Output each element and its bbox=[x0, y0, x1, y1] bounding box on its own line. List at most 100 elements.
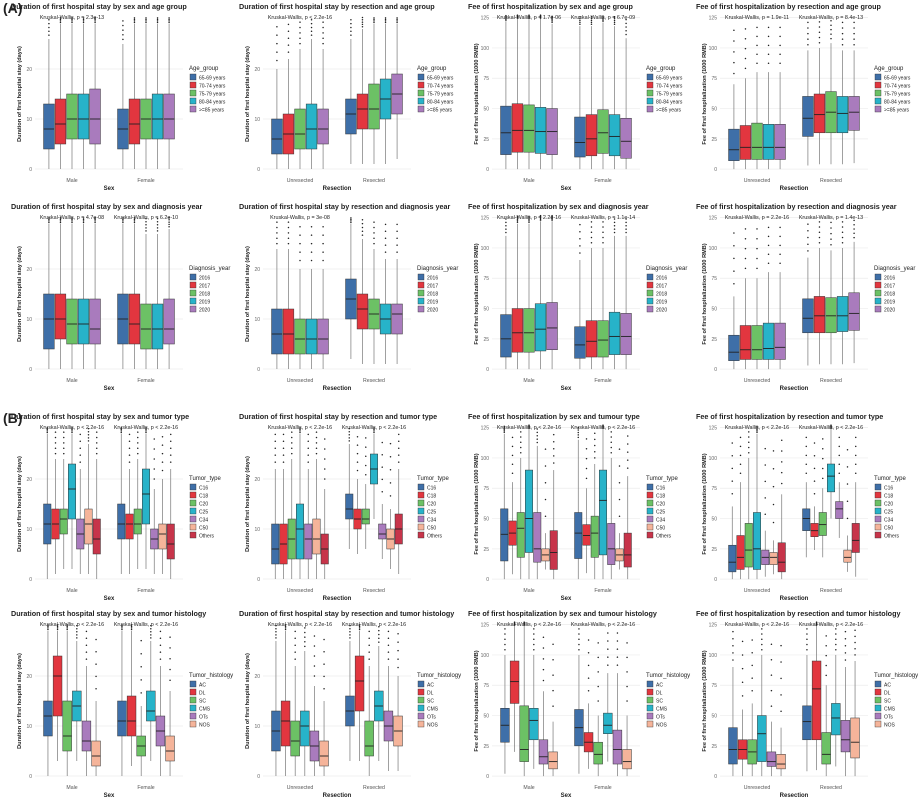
legend-label: C18 bbox=[199, 494, 208, 500]
box bbox=[836, 296, 849, 332]
outlier-point bbox=[825, 654, 827, 657]
box bbox=[751, 325, 763, 360]
outlier-point bbox=[378, 626, 380, 628]
outlier-point bbox=[156, 20, 159, 22]
legend-label: NOS bbox=[427, 723, 439, 729]
box bbox=[607, 523, 616, 565]
legend-swatch bbox=[417, 281, 425, 289]
outlier-point bbox=[767, 62, 770, 64]
outlier-point bbox=[373, 226, 375, 229]
outlier-point bbox=[284, 628, 287, 631]
outlier-point bbox=[323, 663, 325, 665]
outlier-point bbox=[830, 424, 832, 426]
legend-label: >=85 years bbox=[884, 108, 910, 114]
outlier-point bbox=[156, 224, 159, 226]
legend-swatch bbox=[189, 523, 197, 531]
y-axis-label: Duration of first hospital stay (days) bbox=[245, 46, 251, 142]
outlier-point bbox=[275, 624, 277, 627]
legend-swatch bbox=[417, 289, 425, 297]
outlier-point bbox=[579, 238, 581, 240]
outlier-point bbox=[307, 447, 309, 449]
outlier-point bbox=[806, 648, 808, 651]
y-tick-label: 0 bbox=[486, 167, 489, 173]
outlier-point bbox=[818, 231, 821, 234]
y-tick-label: 10 bbox=[26, 117, 32, 123]
outlier-point bbox=[150, 627, 152, 630]
outlier-point bbox=[613, 224, 616, 227]
outlier-point bbox=[284, 624, 287, 626]
y-tick-label: 20 bbox=[254, 267, 260, 273]
panel-label-b: (B) bbox=[3, 410, 22, 426]
legend-label: C34 bbox=[427, 518, 436, 524]
kruskal-wallis-annotation: Kruskal-Wallis, p < 2.2e-16 bbox=[342, 622, 406, 628]
outlier-point bbox=[539, 14, 542, 16]
outlier-point bbox=[389, 482, 392, 484]
outlier-point bbox=[133, 17, 136, 19]
outlier-point bbox=[168, 223, 170, 226]
outlier-point bbox=[616, 640, 619, 642]
outlier-point bbox=[626, 467, 629, 469]
legend-title: Tumor_histology bbox=[417, 673, 461, 679]
outlier-point bbox=[756, 425, 758, 427]
outlier-point bbox=[350, 26, 352, 29]
box bbox=[296, 503, 304, 560]
outlier-point bbox=[590, 241, 593, 244]
outlier-point bbox=[378, 629, 380, 632]
outlier-point bbox=[513, 621, 516, 623]
outlier-point bbox=[761, 633, 763, 635]
outlier-point bbox=[315, 431, 318, 433]
outlier-point bbox=[310, 22, 313, 25]
box bbox=[77, 298, 90, 345]
outlier-point bbox=[82, 218, 85, 221]
chart-panel: Fee of first hospitalization by sex and … bbox=[468, 2, 683, 192]
y-axis-label: Fee of first hospitalization (1000 RMB) bbox=[474, 650, 480, 751]
box bbox=[802, 298, 814, 334]
legend-label: SC bbox=[884, 699, 891, 705]
legend-swatch bbox=[646, 704, 654, 712]
outlier-point bbox=[396, 237, 398, 239]
outlier-point bbox=[128, 454, 131, 456]
outlier-point bbox=[128, 461, 131, 463]
box bbox=[66, 298, 78, 345]
legend-label: 2020 bbox=[199, 308, 210, 314]
outlier-point bbox=[313, 645, 316, 647]
outlier-point bbox=[590, 16, 593, 18]
y-tick-label: 0 bbox=[714, 577, 717, 583]
kruskal-wallis-annotation: Kruskal-Wallis, p < 2.2e-16 bbox=[571, 622, 635, 628]
chart-title: Duration of first hospital stay by resec… bbox=[239, 2, 435, 11]
y-tick-label: 0 bbox=[29, 577, 32, 583]
outlier-point bbox=[122, 29, 124, 31]
chart-title: Duration of first hospital stay by resec… bbox=[239, 412, 437, 421]
x-tick-label: Female bbox=[137, 588, 154, 594]
legend-swatch bbox=[189, 305, 197, 313]
outlier-point bbox=[579, 17, 581, 20]
legend-swatch bbox=[646, 696, 654, 704]
chart-panel: Duration of first hospital stay by resec… bbox=[239, 609, 461, 799]
outlier-point bbox=[536, 441, 538, 444]
legend-swatch bbox=[189, 105, 197, 113]
legend-swatch bbox=[874, 680, 882, 688]
outlier-point bbox=[542, 668, 545, 671]
y-tick-label: 0 bbox=[29, 167, 32, 173]
box bbox=[593, 741, 603, 765]
outlier-point bbox=[323, 458, 326, 460]
outlier-point bbox=[616, 632, 619, 634]
legend-label: 2020 bbox=[884, 308, 895, 314]
outlier-point bbox=[161, 452, 164, 455]
box bbox=[500, 508, 509, 562]
outlier-point bbox=[54, 431, 57, 433]
legend-label: 2017 bbox=[656, 284, 667, 290]
y-tick-label: 50 bbox=[711, 517, 717, 523]
outlier-point bbox=[772, 503, 775, 506]
outlier-point bbox=[315, 436, 318, 439]
outlier-point bbox=[602, 236, 604, 239]
legend-title: Tumor_type bbox=[874, 476, 906, 482]
outlier-point bbox=[602, 19, 604, 21]
outlier-point bbox=[733, 244, 735, 247]
outlier-point bbox=[66, 624, 68, 626]
outlier-point bbox=[520, 451, 522, 454]
outlier-point bbox=[822, 457, 824, 460]
y-axis-label: Duration of first hospital stay (days) bbox=[17, 456, 23, 552]
outlier-point bbox=[853, 21, 855, 24]
outlier-point bbox=[779, 235, 781, 238]
